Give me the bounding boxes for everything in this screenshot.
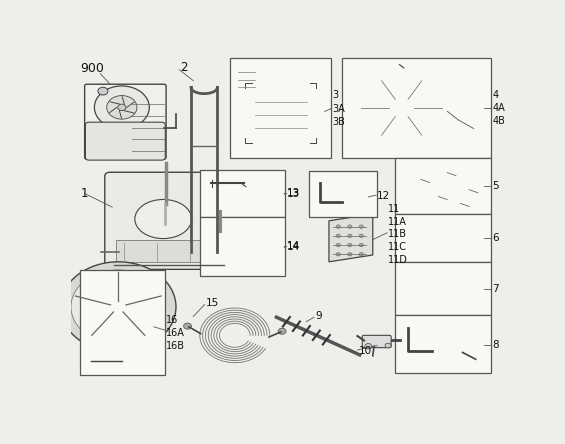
Bar <box>221 194 236 204</box>
Circle shape <box>457 197 464 203</box>
Bar <box>208 226 216 238</box>
Circle shape <box>118 104 126 111</box>
FancyBboxPatch shape <box>272 76 289 86</box>
Circle shape <box>71 270 166 344</box>
Circle shape <box>465 100 472 106</box>
Text: 5: 5 <box>492 181 499 190</box>
Text: 13: 13 <box>286 188 300 198</box>
Bar <box>394 214 491 262</box>
Text: 15: 15 <box>206 298 219 308</box>
Circle shape <box>359 225 363 228</box>
Circle shape <box>385 343 391 348</box>
Circle shape <box>94 86 149 129</box>
Circle shape <box>134 353 145 362</box>
Ellipse shape <box>135 199 192 238</box>
Bar <box>200 170 285 218</box>
FancyBboxPatch shape <box>244 81 318 145</box>
Circle shape <box>184 323 192 329</box>
Circle shape <box>359 243 363 247</box>
Circle shape <box>347 243 352 247</box>
FancyBboxPatch shape <box>105 172 233 270</box>
Text: 8: 8 <box>492 340 499 349</box>
Circle shape <box>455 329 471 341</box>
Circle shape <box>359 253 363 256</box>
Circle shape <box>403 325 412 332</box>
Circle shape <box>236 85 241 89</box>
Circle shape <box>278 328 286 334</box>
Circle shape <box>389 98 415 118</box>
Bar <box>116 240 220 262</box>
FancyBboxPatch shape <box>362 335 391 348</box>
Text: 9: 9 <box>315 311 321 321</box>
Circle shape <box>236 71 241 74</box>
Circle shape <box>473 357 480 363</box>
Circle shape <box>98 87 108 95</box>
Circle shape <box>60 262 176 352</box>
Bar <box>394 262 491 315</box>
Circle shape <box>465 183 473 190</box>
Bar <box>342 59 491 158</box>
Bar <box>394 158 491 214</box>
Text: 10: 10 <box>359 346 372 357</box>
Circle shape <box>466 244 476 252</box>
Bar <box>231 59 331 158</box>
Text: 2: 2 <box>180 61 188 74</box>
Circle shape <box>455 83 462 89</box>
Text: 11
11A
11B
11C
11D: 11 11A 11B 11C 11D <box>388 204 408 265</box>
Circle shape <box>365 344 372 349</box>
Text: 13: 13 <box>286 190 300 199</box>
Bar <box>80 270 165 375</box>
Circle shape <box>444 166 451 173</box>
Circle shape <box>475 127 481 133</box>
FancyBboxPatch shape <box>85 122 166 160</box>
Bar <box>200 218 285 275</box>
Circle shape <box>397 104 406 111</box>
Circle shape <box>428 347 436 354</box>
Text: 7: 7 <box>492 284 499 294</box>
Circle shape <box>347 225 352 228</box>
Circle shape <box>236 78 241 81</box>
Circle shape <box>336 225 341 228</box>
Circle shape <box>107 95 137 119</box>
Text: 900: 900 <box>80 62 104 75</box>
Text: 3
3A
3B: 3 3A 3B <box>332 91 345 127</box>
Circle shape <box>417 173 425 179</box>
Circle shape <box>336 253 341 256</box>
Text: 12: 12 <box>377 191 390 201</box>
Bar <box>394 315 491 373</box>
Circle shape <box>347 253 352 256</box>
Circle shape <box>111 301 126 313</box>
Circle shape <box>336 234 341 238</box>
Text: 14: 14 <box>286 242 300 251</box>
Circle shape <box>356 72 447 144</box>
Circle shape <box>434 190 442 197</box>
Text: 16
16A
16B: 16 16A 16B <box>166 315 185 351</box>
Circle shape <box>336 243 341 247</box>
FancyBboxPatch shape <box>85 84 166 159</box>
Polygon shape <box>329 214 373 262</box>
Text: 4
4A
4B: 4 4A 4B <box>492 90 505 126</box>
Circle shape <box>341 198 352 206</box>
Text: 14: 14 <box>286 242 300 253</box>
Bar <box>309 171 377 218</box>
Circle shape <box>315 178 325 186</box>
Text: 6: 6 <box>492 233 499 243</box>
Circle shape <box>359 234 363 238</box>
Circle shape <box>347 234 352 238</box>
Text: 1: 1 <box>80 187 88 200</box>
